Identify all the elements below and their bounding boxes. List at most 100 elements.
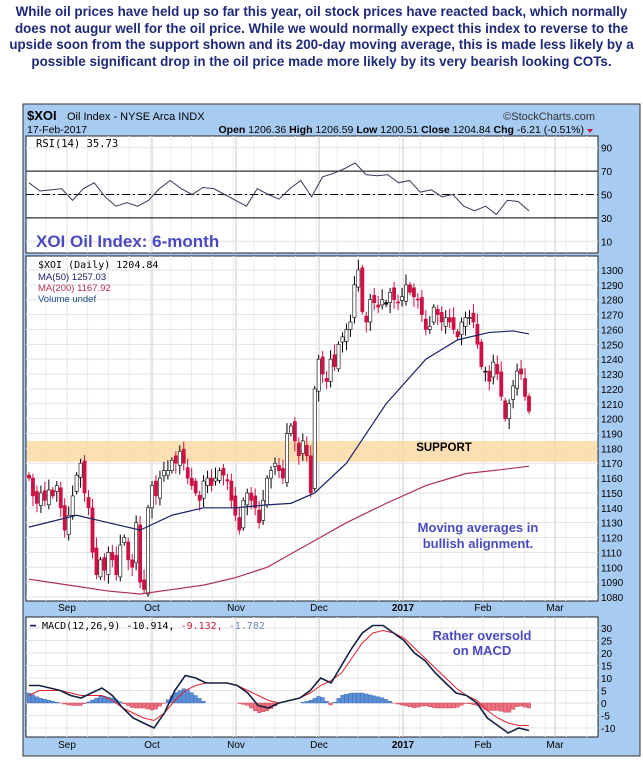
macd-histogram-bar (316, 696, 321, 704)
candle-body (285, 433, 289, 483)
candle-body (35, 491, 39, 504)
macd-histogram-bar (78, 702, 83, 706)
candle-body (86, 497, 91, 509)
month-tick-label: Sep (58, 740, 76, 751)
macd-histogram-bar (419, 702, 424, 707)
macd-series (27, 624, 532, 734)
intro-paragraph: While oil prices have held up so far thi… (9, 4, 634, 69)
candle-body (340, 336, 345, 343)
macd-histogram-bar (368, 694, 373, 704)
macd-histogram-bar (411, 702, 416, 709)
candle-body (412, 287, 416, 298)
candle-body (304, 445, 309, 457)
macd-histogram-bar (447, 702, 452, 709)
candle-body (122, 537, 127, 544)
candle-body (503, 400, 508, 419)
candle-body (495, 364, 500, 375)
macd-histogram-bar (193, 695, 198, 704)
price-tick-label: 1200 (601, 415, 624, 426)
macd-legend: ━ MACD(12,26,9) -10.914, -9.132, -1.782 (29, 621, 265, 632)
candle-body (396, 301, 400, 304)
month-tick-label: Oct (144, 603, 160, 614)
candle-body (201, 480, 206, 499)
candle-body (39, 492, 43, 506)
candle-body (312, 388, 317, 489)
macd-histogram-bar (459, 702, 464, 706)
rsi-tick-label: 30 (601, 214, 613, 225)
macd-histogram-bar (344, 694, 349, 704)
macd-histogram-bar (34, 696, 39, 704)
macd-histogram-bar (201, 701, 206, 704)
ma200-legend: MA(200) 1167.92 (38, 283, 111, 294)
candle-body (209, 477, 214, 486)
candle-body (475, 323, 480, 345)
price-legend: $XOI (Daily) 1204.84 (38, 260, 158, 271)
macd-line (29, 624, 530, 734)
candle-body (376, 304, 381, 308)
macd-histogram-bar (90, 699, 95, 704)
macd-histogram-bar (467, 702, 472, 704)
macd-histogram-bar (106, 696, 111, 704)
macd-histogram-bar (523, 702, 528, 708)
macd-histogram-bar (328, 702, 333, 706)
macd-histogram-bar (70, 702, 75, 706)
candle-body (455, 331, 460, 338)
candle-body (261, 500, 266, 521)
candle-body (177, 451, 182, 466)
candle-body (292, 421, 297, 442)
candle-body (102, 557, 107, 571)
macd-histogram-bar (352, 692, 357, 704)
macd-histogram-bar (126, 702, 131, 706)
macd-histogram-bar (181, 688, 186, 704)
candle-body (205, 477, 210, 486)
candle-body (324, 378, 329, 382)
candle-body (483, 370, 488, 373)
candle-body (142, 579, 146, 590)
macd-histogram-bar (336, 698, 341, 704)
month-tick-label: Mar (546, 740, 564, 751)
macd-histogram-bar (515, 702, 520, 707)
candle-body (138, 524, 143, 583)
candle-body (336, 344, 341, 370)
candle-body (229, 480, 234, 501)
macd-histogram-bar (138, 702, 143, 709)
month-tick-label: Feb (474, 740, 492, 751)
candle-body (388, 291, 393, 303)
axis-labels: 90 70 50 30 10 1300 1290 1280 1270 1260 1250 1240 12… (58, 144, 624, 751)
rsi-series (28, 162, 530, 216)
macd-histogram-bar (249, 702, 254, 709)
chart-title-annotation: XOI Oil Index: 6-month (36, 232, 219, 251)
macd-histogram-bar (304, 701, 309, 704)
macd-histogram-bar (94, 697, 99, 704)
candle-body (364, 315, 369, 323)
candle-body (173, 455, 178, 464)
macd-histogram-bar (372, 695, 377, 704)
macd-histogram-bar (527, 702, 532, 709)
candle-body (217, 470, 222, 481)
macd-histogram-bar (491, 702, 496, 711)
macd-histogram-bar (27, 692, 32, 704)
candle-body (308, 455, 313, 494)
candle-body (134, 522, 139, 564)
candle-body (296, 442, 301, 457)
macd-histogram-bar (197, 698, 202, 704)
candle-body (253, 495, 258, 509)
candle-body (66, 514, 71, 535)
candle-body (443, 317, 448, 327)
candle-body (427, 326, 432, 330)
macd-tick-label: -10 (601, 724, 616, 735)
macd-histogram-bar (503, 702, 508, 713)
support-label: SUPPORT (416, 442, 472, 454)
candle-body (193, 480, 198, 494)
candle-body (348, 321, 353, 330)
candle-body (146, 507, 150, 595)
candle-body (328, 358, 333, 382)
macd-histogram-bar (348, 693, 353, 704)
candle-body (221, 468, 226, 476)
price-tick-label: 1100 (601, 563, 623, 574)
ma-annotation-line2: bullish alignment. (423, 536, 534, 551)
candle-body (491, 361, 496, 378)
candle-body (245, 492, 250, 506)
price-tick-label: 1170 (601, 459, 623, 470)
candle-body (507, 403, 512, 419)
